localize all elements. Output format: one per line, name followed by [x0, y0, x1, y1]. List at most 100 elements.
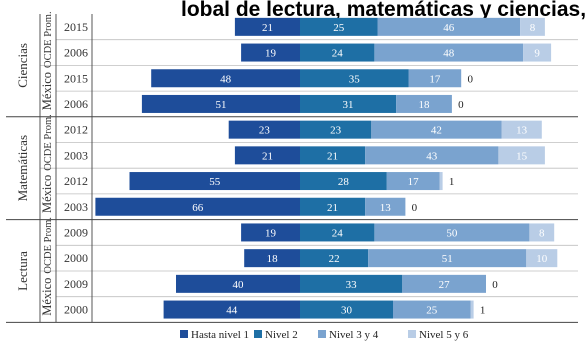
bar-segment	[439, 172, 443, 191]
bar-segment	[529, 223, 555, 242]
row-year-label: 2009	[64, 225, 88, 239]
bar-value-label: 21	[262, 150, 273, 162]
row-year-label: 2006	[64, 46, 88, 60]
bar-value-label: 25	[426, 305, 438, 317]
bar-segment	[300, 172, 387, 191]
group-label: Matemáticas	[15, 135, 30, 201]
bar-value-label: 21	[327, 202, 338, 214]
bar-segment	[241, 223, 300, 242]
row-year-label: 2012	[64, 123, 88, 137]
bar-segment	[408, 69, 462, 88]
bar-segment	[300, 17, 378, 36]
bar-value-label: 25	[333, 22, 345, 34]
bar-segment	[402, 274, 486, 293]
legend-label: Nivel 2	[265, 329, 298, 341]
bar-value-label: 1	[480, 305, 486, 317]
row-year-label: 2009	[64, 277, 88, 291]
bar-segment	[470, 300, 474, 319]
bar-segment	[234, 17, 300, 36]
bar-segment	[300, 223, 375, 242]
bar-segment	[368, 249, 527, 268]
bar-segment	[526, 249, 558, 268]
bar-value-label: 30	[341, 305, 353, 317]
bar-segment	[300, 120, 372, 139]
row-year-label: 2006	[64, 97, 88, 111]
chart-title: lobal de lectura, matemáticas y ciencias…	[181, 0, 586, 21]
subgroup-label: México	[40, 175, 54, 213]
bar-value-label: 0	[458, 99, 464, 111]
bar-segment	[396, 94, 452, 113]
bar-segment	[498, 146, 545, 165]
bar-segment	[300, 300, 393, 319]
bar-segment	[300, 249, 369, 268]
bar-value-label: 19	[265, 48, 277, 60]
bar-value-label: 33	[346, 279, 358, 291]
bar-segment	[520, 17, 545, 36]
bar-segment	[377, 17, 521, 36]
bar-segment	[365, 197, 406, 216]
bar-segment	[151, 69, 300, 88]
bar-value-label: 1	[449, 176, 455, 188]
legend-swatch	[180, 330, 188, 338]
bar-value-label: 55	[209, 176, 221, 188]
bar-value-label: 44	[226, 305, 238, 317]
bar-value-label: 13	[516, 125, 528, 137]
bar-value-label: 23	[259, 125, 271, 137]
bar-segment	[374, 43, 524, 62]
bar-value-label: 17	[429, 73, 441, 85]
bar-segment	[228, 120, 300, 139]
legend-label: Nivel 3 y 4	[329, 329, 379, 341]
label-layer: 2015 2006 OCDE Prom. 2015 2006 México Ciencias…	[15, 11, 88, 316]
bar-value-label: 51	[215, 99, 226, 111]
bar-segment	[300, 146, 366, 165]
bar-value-label: 9	[534, 48, 540, 60]
bar-value-label: 50	[446, 227, 458, 239]
bar-value-label: 18	[267, 253, 279, 265]
bar-value-label: 10	[536, 253, 548, 265]
bar-value-label: 0	[467, 73, 473, 85]
legend: Hasta nivel 1 Nivel 2 Nivel 3 y 4 Nivel 5 y…	[180, 329, 469, 341]
legend-swatch	[318, 330, 326, 338]
bar-segment	[300, 274, 403, 293]
row-year-label: 2000	[64, 303, 88, 317]
row-year-label: 2003	[64, 200, 88, 214]
bar-value-label: 21	[262, 22, 273, 34]
bar-segment	[244, 249, 300, 268]
row-year-label: 2015	[64, 20, 88, 34]
bar-value-label: 13	[380, 202, 392, 214]
bar-segment	[129, 172, 300, 191]
row-year-label: 2015	[64, 71, 88, 85]
bar-value-label: 24	[332, 227, 344, 239]
bar-segment	[234, 146, 300, 165]
group-label: Ciencias	[15, 43, 30, 88]
bar-segment	[300, 69, 409, 88]
bar-value-label: 40	[233, 279, 245, 291]
legend-label: Hasta nivel 1	[191, 329, 249, 341]
row-year-label: 2000	[64, 251, 88, 265]
bar-segment	[393, 300, 471, 319]
bar-value-label: 48	[220, 73, 232, 85]
bar-segment	[300, 43, 375, 62]
bar-value-label: 23	[330, 125, 342, 137]
subgroup-label: México	[40, 72, 54, 110]
bar-segment	[163, 300, 300, 319]
group-label: Lectura	[15, 251, 30, 291]
legend-swatch	[408, 330, 416, 338]
bar-value-label: 48	[443, 48, 455, 60]
bar-segment	[374, 223, 530, 242]
bar-value-label: 43	[426, 150, 438, 162]
bar-segment	[365, 146, 499, 165]
bar-value-label: 31	[343, 99, 354, 111]
grid-layer	[6, 14, 578, 323]
bar-value-label: 35	[349, 73, 361, 85]
bar-segment	[501, 120, 542, 139]
bar-value-label: 0	[492, 279, 498, 291]
bar-value-label: 15	[516, 150, 528, 162]
bar-value-label: 8	[539, 227, 545, 239]
bar-segment	[176, 274, 300, 293]
bar-segment	[300, 197, 366, 216]
subgroup-label: México	[40, 278, 54, 316]
bar-value-label: 0	[412, 202, 418, 214]
bar-segment	[371, 120, 502, 139]
